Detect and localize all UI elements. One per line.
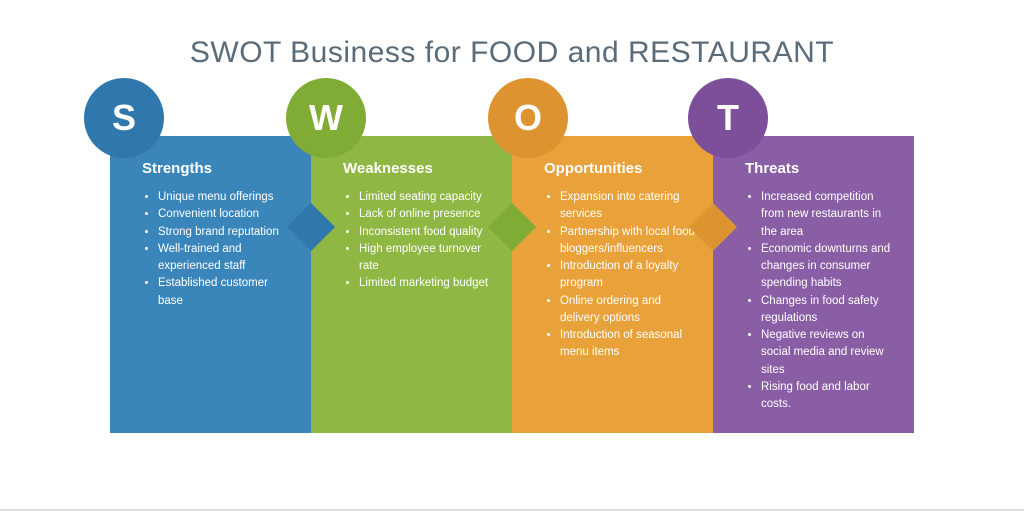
weaknesses-panel: Weaknesses Limited seating capacityLack … <box>311 136 512 433</box>
list-item: Partnership with local food bloggers/inf… <box>560 224 695 259</box>
list-item: Well-trained and experienced staff <box>158 241 293 276</box>
list-item: High employee turnover rate <box>359 241 494 276</box>
list-item: Established customer base <box>158 275 293 310</box>
footer-divider <box>0 509 1024 511</box>
strengths-list: Unique menu offeringsConvenient location… <box>128 189 293 310</box>
swot-panels: Strengths Unique menu offeringsConvenien… <box>110 136 914 433</box>
list-item: Strong brand reputation <box>158 224 293 241</box>
list-item: Introduction of seasonal menu items <box>560 327 695 362</box>
list-item: Convenient location <box>158 206 293 223</box>
list-item: Limited seating capacity <box>359 189 494 206</box>
strengths-panel: Strengths Unique menu offeringsConvenien… <box>110 136 311 433</box>
list-item: Lack of online presence <box>359 206 494 223</box>
strengths-circle: S <box>84 78 164 158</box>
list-item: Changes in food safety regulations <box>761 293 896 328</box>
list-item: Increased competition from new restauran… <box>761 189 896 241</box>
panel-title: Strengths <box>128 160 293 177</box>
list-item: Economic downturns and changes in consum… <box>761 241 896 293</box>
list-item: Inconsistent food quality <box>359 224 494 241</box>
opportunities-panel: Opportunities Expansion into catering se… <box>512 136 713 433</box>
swot-diagram: S W O T Strengths Unique menu offeringsC… <box>110 136 914 433</box>
list-item: Rising food and labor costs. <box>761 379 896 414</box>
list-item: Online ordering and delivery options <box>560 293 695 328</box>
weaknesses-list: Limited seating capacityLack of online p… <box>329 189 494 293</box>
list-item: Limited marketing budget <box>359 275 494 292</box>
opportunities-circle: O <box>488 78 568 158</box>
list-item: Introduction of a loyalty program <box>560 258 695 293</box>
list-item: Unique menu offerings <box>158 189 293 206</box>
threats-list: Increased competition from new restauran… <box>731 189 896 413</box>
panel-title: Weaknesses <box>329 160 494 177</box>
list-item: Expansion into catering services <box>560 189 695 224</box>
panel-title: Threats <box>731 160 896 177</box>
list-item: Negative reviews on social media and rev… <box>761 327 896 379</box>
opportunities-list: Expansion into catering servicesPartners… <box>530 189 695 362</box>
threats-panel: Threats Increased competition from new r… <box>713 136 914 433</box>
panel-title: Opportunities <box>530 160 695 177</box>
weaknesses-circle: W <box>286 78 366 158</box>
threats-circle: T <box>688 78 768 158</box>
